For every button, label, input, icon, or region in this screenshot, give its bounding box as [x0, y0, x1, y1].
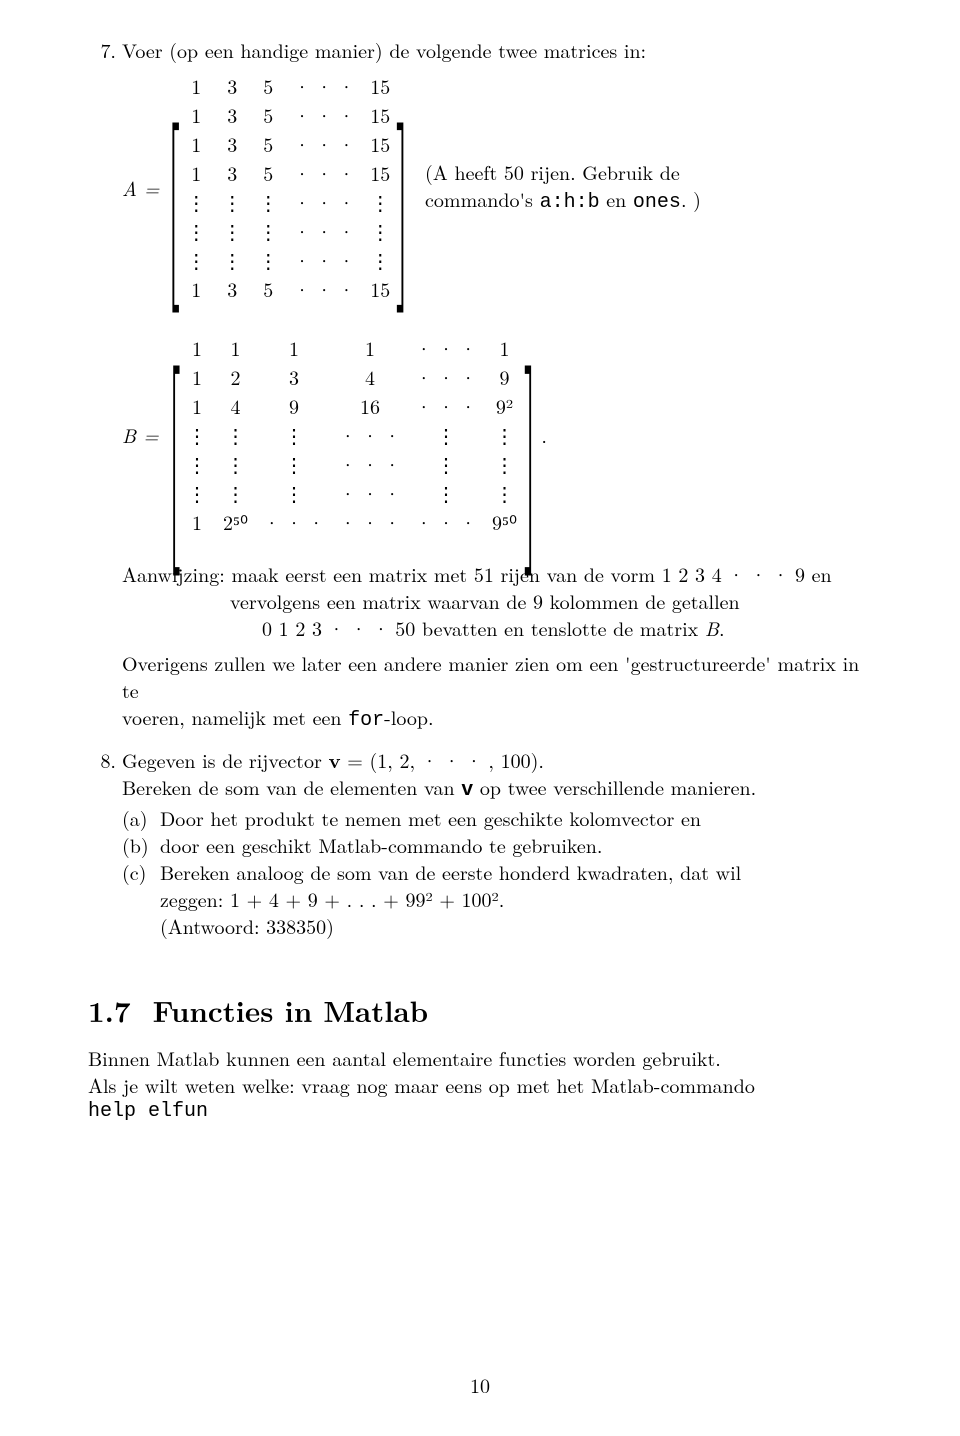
matrix-B-period: . [535, 421, 547, 448]
matrix-A: 135· · ·15 135· · ·15 135· · ·15 135· · … [178, 71, 398, 303]
bracket-left-icon: [ [167, 111, 180, 263]
item-8-b: (b)door een geschikt Matlab-commando te … [122, 831, 872, 858]
item-7-hint: Aanwijzing: maak eerst een matrix met 51… [122, 560, 872, 641]
item-8-a: (a)Door het produkt te nemen met een ges… [122, 804, 872, 831]
matrix-A-lhs: A = [122, 174, 169, 201]
item-8-line1: Gegeven is de rijvector v = (1, 2, · · ·… [122, 746, 872, 773]
item-8-c-cont: zeggen: 1 + 4 + 9 + . . . + 99² + 100². [122, 885, 872, 912]
bracket-right-icon: ] [524, 351, 537, 519]
section-p1: Binnen Matlab kunnen een aantal elementa… [88, 1044, 872, 1071]
item-8-number: 8. [88, 746, 122, 773]
item-8-c: (c)Bereken analoog de som van de eerste … [122, 858, 872, 885]
matrix-B: 1111· · ·1 1234· · ·9 14916· · ·9² ⋮⋮⋮· … [179, 333, 525, 536]
item-7-overigens: Overigens zullen we later een andere man… [122, 649, 872, 734]
item-8-line2: Bereken de som van de elementen van v op… [122, 773, 872, 804]
item-7-number: 7. [88, 36, 122, 63]
section-p3-code: help elfun [88, 1098, 872, 1125]
matrix-A-note: (A heeft 50 rijen. Gebruik de commando's… [407, 158, 701, 216]
page-number: 10 [0, 1371, 960, 1398]
item-7-intro: Voer (op een handige manier) de volgende… [122, 36, 872, 63]
bracket-right-icon: ] [396, 111, 409, 263]
item-8-answer: (Antwoord: 338350) [122, 912, 872, 939]
section-p2: Als je wilt weten welke: vraag nog maar … [88, 1071, 872, 1098]
section-heading: 1.7 Functies in Matlab [88, 991, 872, 1030]
section-number: 1.7 [88, 989, 131, 1031]
section-title: Functies in Matlab [153, 989, 429, 1031]
matrix-B-lhs: B = [122, 421, 169, 448]
bracket-left-icon: [ [167, 351, 180, 519]
